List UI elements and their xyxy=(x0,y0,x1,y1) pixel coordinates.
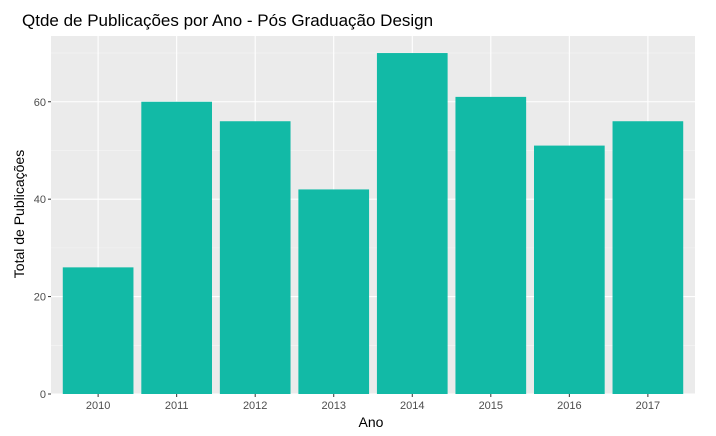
x-tick-label: 2017 xyxy=(636,400,660,412)
bar-2017 xyxy=(612,121,684,394)
x-tick-label: 2013 xyxy=(321,400,345,412)
y-tick-label: 20 xyxy=(34,292,46,304)
x-axis: 2010 2011 2012 2013 2014 2015 2016 2017 xyxy=(86,394,660,412)
x-tick-label: 2015 xyxy=(479,400,503,412)
bar-2011 xyxy=(141,101,212,395)
y-tick-label: 60 xyxy=(34,97,46,109)
x-tick-label: 2012 xyxy=(243,400,267,412)
y-axis-title: Total de Publicações xyxy=(11,150,27,278)
bar-2010 xyxy=(62,267,134,394)
x-axis-title: Ano xyxy=(359,414,384,430)
x-tick-label: 2016 xyxy=(557,400,581,412)
bar-2012 xyxy=(219,121,291,394)
y-axis: 0 20 40 60 xyxy=(34,97,51,401)
x-tick-label: 2014 xyxy=(400,400,424,412)
chart-title: Qtde de Publicações por Ano - Pós Gradua… xyxy=(22,11,433,30)
x-tick-label: 2010 xyxy=(86,400,110,412)
bars xyxy=(62,53,684,395)
y-tick-label: 40 xyxy=(34,194,46,206)
bar-2015 xyxy=(455,96,527,395)
bar-2013 xyxy=(298,189,370,394)
bar-2016 xyxy=(534,145,605,394)
y-tick-label: 0 xyxy=(40,389,46,401)
x-tick-label: 2011 xyxy=(165,400,189,412)
bar-2014 xyxy=(376,53,448,395)
